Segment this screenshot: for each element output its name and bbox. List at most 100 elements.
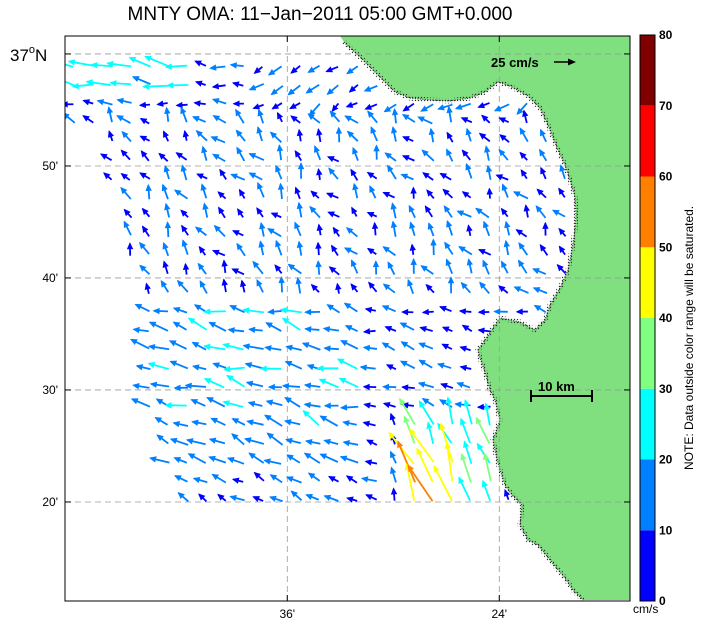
colorbar-tick-label: 40: [659, 311, 673, 325]
current-vector: [193, 100, 206, 107]
current-vector: [532, 268, 547, 275]
current-vector: [381, 342, 396, 351]
current-vector: [370, 126, 378, 142]
current-vector: [368, 281, 378, 293]
current-vector: [477, 102, 490, 109]
current-vector: [542, 221, 549, 236]
colorbar-frame: [639, 34, 656, 602]
current-vector: [276, 111, 284, 123]
current-vector: [399, 360, 416, 370]
current-vector: [65, 113, 76, 124]
current-vector: [301, 342, 321, 351]
current-vector: [325, 192, 339, 199]
current-vector: [139, 117, 150, 125]
current-vector: [559, 164, 566, 180]
current-vector: [90, 61, 113, 69]
current-vector: [123, 208, 133, 219]
current-vector: [362, 328, 376, 335]
current-vector: [147, 361, 170, 370]
current-vector: [500, 260, 509, 274]
current-vector: [259, 221, 266, 237]
current-vector: [437, 103, 453, 111]
current-vector: [211, 98, 227, 105]
current-vector: [498, 117, 510, 124]
current-vector: [539, 243, 549, 256]
current-vector: [381, 383, 397, 391]
current-vector: [276, 144, 284, 161]
current-vector: [235, 108, 245, 124]
current-vector: [229, 494, 245, 502]
current-vector: [359, 364, 376, 371]
current-vector: [307, 113, 321, 124]
current-vector: [221, 278, 228, 293]
current-vector: [558, 227, 567, 237]
current-vector: [191, 364, 207, 371]
current-vector: [181, 239, 189, 255]
current-vector: [190, 399, 206, 407]
current-vector: [295, 276, 302, 294]
current-vector: [109, 80, 132, 87]
current-vector: [212, 153, 226, 163]
current-vector: [222, 342, 244, 351]
current-vector: [382, 283, 396, 294]
current-vector: [156, 100, 168, 107]
current-vector: [65, 80, 76, 87]
current-vectors: [65, 55, 567, 503]
current-vector: [279, 307, 302, 314]
current-vector: [345, 227, 358, 238]
x-axis-labels: 36'24'12'122oW48': [279, 607, 507, 621]
y-tick-label: 30': [42, 383, 58, 397]
current-vector: [371, 221, 379, 236]
current-vector: [551, 209, 566, 218]
current-vector: [346, 65, 359, 75]
current-vector: [285, 344, 302, 351]
current-vector: [274, 264, 283, 274]
current-vector: [323, 345, 339, 352]
current-vector: [518, 242, 529, 256]
current-vector: [163, 164, 170, 180]
current-vector: [313, 145, 322, 161]
current-vector: [459, 364, 472, 372]
colorbar-segment: [640, 459, 655, 531]
current-vector: [444, 441, 454, 482]
current-vector: [231, 477, 244, 484]
current-vector: [194, 80, 206, 87]
current-vector: [264, 414, 283, 427]
current-vector: [446, 105, 453, 123]
current-vector: [192, 476, 208, 484]
current-vector: [422, 172, 434, 181]
current-vector: [210, 417, 226, 426]
current-vector: [309, 205, 321, 219]
current-vector: [258, 240, 265, 256]
current-vector: [265, 399, 283, 407]
colorbar-tick-label: 80: [659, 28, 673, 42]
current-vector: [367, 110, 378, 124]
current-vector: [96, 99, 113, 106]
current-vector: [513, 286, 529, 294]
current-vector: [326, 156, 340, 163]
current-vector: [290, 65, 301, 74]
current-vector: [409, 243, 416, 255]
current-vector: [147, 343, 170, 351]
current-vector: [219, 168, 227, 180]
current-vector: [278, 276, 285, 293]
current-vector: [103, 172, 113, 181]
current-vector: [504, 489, 511, 501]
current-vector: [256, 207, 264, 218]
current-vector: [481, 114, 491, 124]
current-vector: [229, 62, 244, 69]
current-vector: [477, 248, 492, 256]
current-vector: [181, 224, 189, 236]
colorbar-segment: [640, 318, 655, 389]
current-vector: [130, 338, 150, 350]
current-vector: [226, 457, 245, 465]
current-vector: [316, 167, 323, 180]
current-vector: [338, 377, 359, 388]
current-vector: [498, 148, 509, 161]
current-vector: [139, 172, 151, 180]
current-vector: [203, 378, 225, 389]
current-vector: [270, 212, 282, 219]
current-vector: [162, 130, 170, 142]
current-vector: [185, 438, 206, 446]
map-frame: [64, 35, 631, 602]
